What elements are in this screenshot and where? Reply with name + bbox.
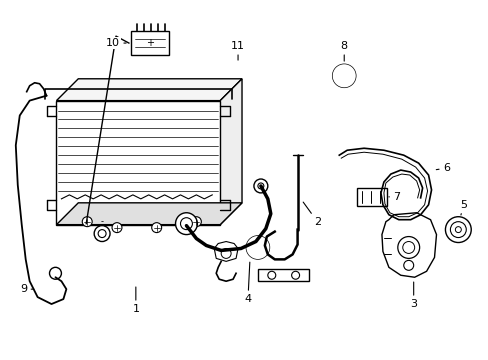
Polygon shape	[220, 79, 242, 225]
Circle shape	[402, 242, 414, 253]
Text: 4: 4	[244, 262, 251, 304]
Text: 7: 7	[388, 192, 400, 202]
Circle shape	[257, 183, 264, 189]
Text: 8: 8	[340, 41, 347, 61]
Circle shape	[49, 267, 61, 279]
Circle shape	[397, 237, 419, 258]
Circle shape	[403, 260, 413, 270]
Circle shape	[267, 271, 275, 279]
Circle shape	[98, 230, 106, 238]
Text: 1: 1	[132, 287, 139, 314]
Circle shape	[191, 217, 201, 227]
Circle shape	[291, 271, 299, 279]
Text: 3: 3	[409, 282, 416, 309]
Text: 5: 5	[459, 200, 466, 215]
Circle shape	[82, 217, 92, 227]
Circle shape	[175, 213, 197, 235]
Bar	[131, 31, 168, 55]
Circle shape	[245, 235, 269, 260]
Circle shape	[253, 179, 267, 193]
Polygon shape	[381, 213, 436, 277]
Polygon shape	[56, 203, 242, 225]
Polygon shape	[335, 66, 352, 86]
Text: 10: 10	[106, 38, 126, 48]
Text: 2: 2	[303, 202, 320, 227]
Circle shape	[221, 248, 231, 258]
Circle shape	[112, 223, 122, 233]
Polygon shape	[249, 238, 266, 257]
Circle shape	[449, 222, 466, 238]
Text: 11: 11	[230, 41, 244, 60]
Polygon shape	[257, 269, 309, 281]
Circle shape	[94, 226, 110, 242]
Text: 6: 6	[435, 163, 449, 173]
Circle shape	[339, 71, 348, 81]
Circle shape	[252, 243, 263, 252]
Text: +: +	[145, 38, 153, 48]
Circle shape	[180, 218, 192, 230]
Polygon shape	[56, 79, 242, 100]
Polygon shape	[56, 100, 220, 225]
Text: 9: 9	[20, 284, 34, 294]
Bar	[356, 188, 386, 206]
Text: -: -	[101, 217, 103, 226]
Polygon shape	[214, 242, 238, 261]
Circle shape	[454, 227, 460, 233]
Circle shape	[151, 223, 162, 233]
Circle shape	[445, 217, 470, 243]
Circle shape	[332, 64, 355, 88]
